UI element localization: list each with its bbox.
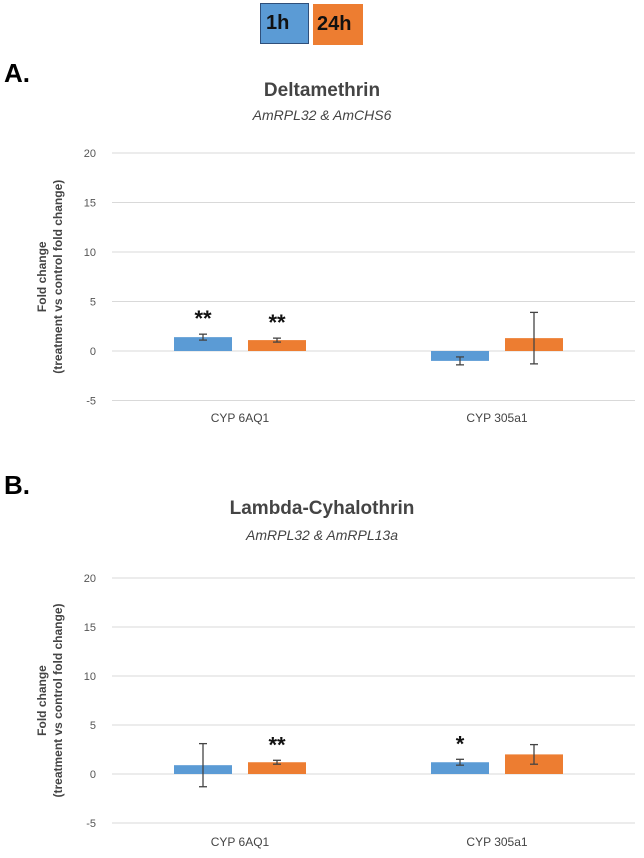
y-tick-label: 5 — [90, 720, 96, 732]
significance-mark: ** — [268, 732, 286, 757]
significance-mark: * — [456, 731, 465, 756]
panel-a-subtitle: AmRPL32 & AmCHS6 — [252, 107, 392, 123]
y-tick-label: 20 — [84, 573, 96, 585]
legend-24h: 24h — [313, 4, 363, 45]
panel-b-label: B. — [4, 470, 30, 500]
y-axis-label-2: (treatment vs control fold change) — [51, 603, 65, 797]
panel-b-title: Lambda-Cyhalothrin — [229, 498, 415, 519]
y-tick-label: 15 — [84, 198, 96, 210]
significance-mark: ** — [268, 310, 286, 335]
legend-24h-label: 24h — [317, 13, 352, 35]
panel-a-label: A. — [4, 58, 30, 88]
x-tick-label: CYP 305a1 — [466, 835, 527, 849]
y-tick-label: 0 — [90, 769, 96, 781]
y-tick-label: 10 — [84, 671, 96, 683]
y-tick-label: 0 — [90, 346, 96, 358]
y-tick-label: -5 — [86, 396, 96, 408]
y-axis-label-2: (treatment vs control fold change) — [51, 180, 65, 374]
x-tick-label: CYP 305a1 — [466, 411, 527, 425]
panel-b-subtitle: AmRPL32 & AmRPL13a — [246, 527, 398, 543]
y-axis-label: Fold change — [35, 665, 49, 736]
bar-24h — [248, 340, 306, 351]
legend-1h-label: 1h — [266, 12, 290, 34]
y-tick-label: 20 — [84, 148, 96, 160]
x-tick-label: CYP 6AQ1 — [211, 411, 270, 425]
legend-1h: 1h — [260, 3, 309, 44]
bar-1h — [174, 337, 232, 351]
x-tick-label: CYP 6AQ1 — [211, 835, 270, 849]
bar-24h — [248, 762, 306, 774]
y-tick-label: 10 — [84, 247, 96, 259]
y-tick-label: -5 — [86, 818, 96, 830]
panel-a-title: Deltamethrin — [263, 80, 381, 101]
y-tick-label: 5 — [90, 297, 96, 309]
significance-mark: ** — [194, 306, 212, 331]
bar-1h — [431, 351, 489, 361]
y-tick-label: 15 — [84, 622, 96, 634]
bar-1h — [431, 762, 489, 774]
y-axis-label: Fold change — [35, 241, 49, 312]
